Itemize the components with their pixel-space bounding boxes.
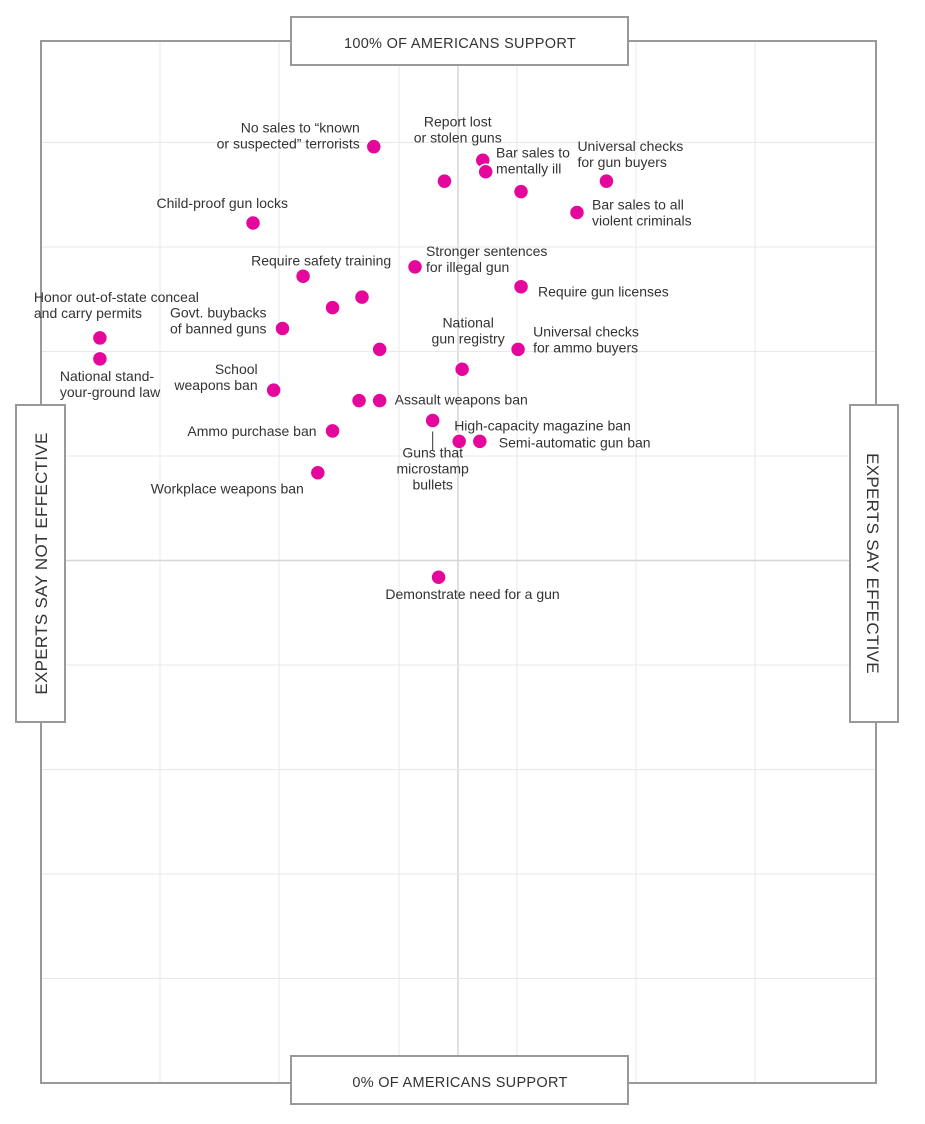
bottom-axis-label-box: 0% OF AMERICANS SUPPORT <box>290 1055 629 1105</box>
point-label: Demonstrate need for a gun <box>385 586 559 602</box>
point-label-line: mentally ill <box>496 161 561 177</box>
point-label: Universal checks for ammo buyers <box>533 323 639 355</box>
point-label: Govt. buybacks of banned guns <box>170 305 267 337</box>
point-label: Workplace weapons ban <box>151 481 304 497</box>
data-point[interactable] <box>430 568 447 586</box>
data-point[interactable] <box>309 464 327 481</box>
point-label-line: School <box>215 361 258 377</box>
data-point[interactable] <box>509 341 527 358</box>
point-label-line: Govt. buybacks <box>170 305 267 321</box>
point-label-line: Stronger sentences <box>426 243 547 259</box>
point-label: National stand-your-ground law <box>60 368 161 400</box>
data-point[interactable] <box>265 381 282 399</box>
data-point[interactable] <box>436 172 453 190</box>
point-label-line: for ammo buyers <box>533 339 638 355</box>
data-point[interactable] <box>453 361 471 378</box>
point-label: National gun registry <box>432 314 505 346</box>
right-axis-label: EXPERTS SAY EFFECTIVE <box>863 453 882 674</box>
top-axis-label: 100% OF AMERICANS SUPPORT <box>344 36 576 52</box>
data-point[interactable] <box>294 268 312 285</box>
point-label-line: gun registry <box>432 330 505 346</box>
data-point[interactable] <box>324 299 341 316</box>
point-label-line: High-capacity magazine ban <box>454 417 631 433</box>
point-label: Require safety training <box>251 252 391 268</box>
data-point[interactable] <box>324 422 341 440</box>
point-label-line: No sales to “known <box>241 120 360 136</box>
grid <box>41 41 876 1083</box>
point-label-line: Ammo purchase ban <box>187 423 316 439</box>
point-label-line: violent criminals <box>592 213 692 229</box>
data-point[interactable] <box>598 172 615 190</box>
point-label-line: Universal checks <box>577 138 683 154</box>
point-label-line: Guns that <box>402 444 463 460</box>
point-label-line: microstamp <box>397 460 470 476</box>
point-label-line: Honor out-of-state conceal <box>34 289 199 305</box>
data-point[interactable] <box>512 278 530 295</box>
point-label-line: Assault weapons ban <box>395 392 528 408</box>
point-label: Guns that microstamp bullets <box>397 444 470 492</box>
left-axis-label-box: EXPERTS SAY NOT EFFECTIVE <box>15 404 66 723</box>
data-point[interactable] <box>244 214 262 232</box>
point-label: Report lost or stolen guns <box>414 113 502 145</box>
point-label-line: Semi-automatic gun ban <box>499 434 651 450</box>
data-point[interactable] <box>424 412 441 429</box>
top-axis-label-box: 100% OF AMERICANS SUPPORT <box>290 16 629 66</box>
point-label-line: Require safety training <box>251 252 391 268</box>
point-label-line: weapons ban <box>173 377 257 393</box>
point-label-line: Demonstrate need for a gun <box>385 586 559 602</box>
point-label-line: for gun buyers <box>577 154 667 170</box>
data-point[interactable] <box>477 163 494 181</box>
point-label: Ammo purchase ban <box>187 423 316 439</box>
point-label-line: National stand- <box>60 368 155 384</box>
data-point[interactable] <box>568 204 586 221</box>
point-label-line: Workplace weapons ban <box>151 481 304 497</box>
point-label-line: bullets <box>412 476 452 492</box>
data-points <box>91 138 615 586</box>
point-label-line: Report lost <box>424 113 492 129</box>
point-label: Stronger sentences for illegal gun <box>426 243 547 275</box>
point-label-line: of banned guns <box>170 321 267 337</box>
data-point[interactable] <box>512 183 530 200</box>
point-labels: No sales to “known or suspected” terroris… <box>34 113 692 602</box>
point-label: Child-proof gun locks <box>157 195 289 211</box>
point-label-line: and carry permits <box>34 305 142 321</box>
point-label-line: or suspected” terrorists <box>217 136 360 152</box>
point-label-line: Universal checks <box>533 323 639 339</box>
data-point[interactable] <box>91 350 109 368</box>
point-label: Assault weapons ban <box>395 392 528 408</box>
point-label: Require gun licenses <box>538 284 669 300</box>
data-point[interactable] <box>353 288 371 306</box>
data-point[interactable] <box>450 433 468 450</box>
data-point[interactable] <box>274 320 291 337</box>
point-label: Bar sales to all violent criminals <box>592 197 692 229</box>
point-label: School weapons ban <box>173 361 257 393</box>
point-label: High-capacity magazine ban <box>454 417 631 433</box>
point-label: No sales to “known or suspected” terroris… <box>217 120 360 152</box>
point-label: Bar sales to mentally ill <box>496 145 570 177</box>
data-point[interactable] <box>91 329 109 347</box>
right-axis-label-box: EXPERTS SAY EFFECTIVE <box>849 404 899 723</box>
data-point[interactable] <box>350 392 368 409</box>
data-point[interactable] <box>371 341 388 358</box>
point-label-line: Require gun licenses <box>538 284 669 300</box>
point-label-line: National <box>442 314 493 330</box>
point-label: Semi-automatic gun ban <box>499 434 651 450</box>
data-point[interactable] <box>471 433 489 450</box>
point-label-line: Child-proof gun locks <box>157 195 289 211</box>
data-point[interactable] <box>406 258 424 276</box>
data-point[interactable] <box>365 138 383 155</box>
point-label-line: Bar sales to all <box>592 197 684 213</box>
bottom-axis-label: 0% OF AMERICANS SUPPORT <box>352 1075 567 1091</box>
point-label-line: Bar sales to <box>496 145 570 161</box>
point-label-line: for illegal gun <box>426 259 509 275</box>
point-label-line: your-ground law <box>60 384 161 400</box>
point-label: Universal checks for gun buyers <box>577 138 683 170</box>
point-label-line: or stolen guns <box>414 129 502 145</box>
data-point[interactable] <box>371 392 388 409</box>
point-label: Honor out-of-state conceal and carry perm… <box>34 289 199 321</box>
left-axis-label: EXPERTS SAY NOT EFFECTIVE <box>32 432 51 694</box>
